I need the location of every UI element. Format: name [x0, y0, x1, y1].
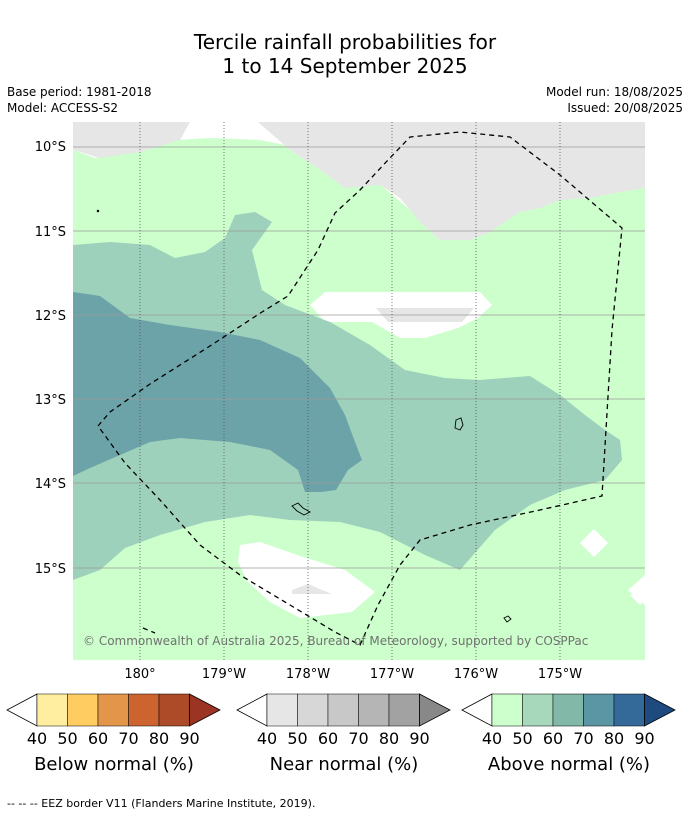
- near-normal-swatch-60: [327, 693, 359, 727]
- lat-label-12s: 12°S: [35, 309, 66, 324]
- chart-title: Tercile rainfall probabilities for 1 to …: [0, 30, 690, 78]
- above-normal-swatch-60: [552, 693, 584, 727]
- below-normal-title: Below normal (%): [34, 754, 194, 775]
- near-normal-swatch-70: [358, 693, 390, 727]
- below-normal-swatch-40: [36, 693, 68, 727]
- island-taveuni: [454, 417, 464, 431]
- below-normal-swatch-70: [128, 693, 160, 727]
- island-south-islet: [503, 615, 512, 623]
- above-normal-swatch-40: [491, 693, 523, 727]
- below-normal-swatch-60: [97, 693, 129, 727]
- below-normal-tick-50: 50: [57, 729, 77, 748]
- meta-right: Model run: 18/08/2025 Issued: 20/08/2025: [546, 84, 683, 116]
- lat-label-15s: 15°S: [35, 562, 66, 577]
- lat-label-14s: 14°S: [35, 477, 66, 492]
- colorbar-near-normal: 40 50 60 70 80 90 Near normal (%): [236, 693, 451, 775]
- no-signal-patch-south: [238, 542, 375, 618]
- map-figure: 10°S 11°S 12°S 13°S 14°S 15°S 180° 179°W…: [6, 122, 676, 775]
- below-normal-under-triangle: [6, 693, 38, 727]
- map-area: [73, 122, 645, 660]
- no-signal-corner-se: [628, 575, 645, 605]
- near-normal-tick-40: 40: [257, 729, 277, 748]
- below-normal-tick-60: 60: [88, 729, 108, 748]
- island-north-islet: [96, 209, 100, 213]
- longitude-labels: 180° 179°W 178°W 177°W 176°W 175°W: [124, 667, 582, 682]
- lon-label-175w: 175°W: [538, 667, 582, 682]
- near-normal-tick-90: 90: [409, 729, 429, 748]
- above-normal-title: Above normal (%): [488, 754, 650, 775]
- above-normal-swatch-70: [583, 693, 615, 727]
- title-line-2: 1 to 14 September 2025: [222, 54, 468, 78]
- near-normal-tick-50: 50: [287, 729, 307, 748]
- above-normal-60-70-region: [73, 292, 362, 492]
- below-normal-tick-40: 40: [27, 729, 47, 748]
- lon-label-178w: 178°W: [286, 667, 330, 682]
- above-normal-tick-90: 90: [634, 729, 654, 748]
- meta-left: Base period: 1981-2018 Model: ACCESS-S2: [7, 84, 152, 116]
- lat-gridlines: [73, 146, 645, 569]
- below-normal-tick-80: 80: [149, 729, 169, 748]
- near-normal-under-triangle: [236, 693, 268, 727]
- above-normal-under-triangle: [461, 693, 493, 727]
- eez-footnote: -- -- -- EEZ border V11 (Flanders Marine…: [7, 797, 316, 810]
- above-normal-swatch-50: [522, 693, 554, 727]
- above-normal-tick-60: 60: [543, 729, 563, 748]
- above-normal-tick-40: 40: [482, 729, 502, 748]
- near-normal-over-triangle: [419, 693, 451, 727]
- near-normal-tick-80: 80: [379, 729, 399, 748]
- colorbar-above-normal: 40 50 60 70 80 90 Above normal (%): [461, 693, 676, 775]
- colorbar-below-normal: 40 50 60 70 80 90 Below normal (%): [6, 693, 221, 775]
- above-normal-swatch-80: [613, 693, 645, 727]
- no-signal-diamond: [580, 529, 608, 557]
- title-line-1: Tercile rainfall probabilities for: [193, 30, 497, 54]
- issued-date: Issued: 20/08/2025: [567, 101, 683, 115]
- below-normal-swatch-80: [158, 693, 190, 727]
- near-normal-swatch-40: [266, 693, 298, 727]
- near-normal-region-northeast: [258, 122, 645, 240]
- above-normal-tick-50: 50: [512, 729, 532, 748]
- below-normal-over-triangle: [189, 693, 221, 727]
- model-name: Model: ACCESS-S2: [7, 101, 119, 115]
- island-kadavu: [291, 502, 311, 516]
- latitude-labels: 10°S 11°S 12°S 13°S 14°S 15°S: [35, 140, 66, 577]
- above-normal-over-triangle: [644, 693, 676, 727]
- lat-label-11s: 11°S: [35, 225, 66, 240]
- above-normal-tick-70: 70: [573, 729, 593, 748]
- near-normal-tick-70: 70: [348, 729, 368, 748]
- above-normal-tick-80: 80: [604, 729, 624, 748]
- above-normal-50-60-region: [73, 212, 622, 580]
- lon-label-177w: 177°W: [370, 667, 414, 682]
- near-normal-title: Near normal (%): [270, 754, 419, 775]
- near-normal-tick-60: 60: [318, 729, 338, 748]
- below-normal-tick-90: 90: [179, 729, 199, 748]
- near-normal-region-north: [73, 122, 190, 158]
- near-normal-swatch-50: [297, 693, 329, 727]
- near-normal-patch-south: [292, 584, 332, 594]
- below-normal-tick-70: 70: [118, 729, 138, 748]
- lon-label-176w: 176°W: [454, 667, 498, 682]
- copyright-notice: © Commonwealth of Australia 2025, Bureau…: [83, 634, 588, 648]
- model-run: Model run: 18/08/2025: [545, 85, 683, 99]
- eez-border-fragment: [142, 627, 156, 634]
- base-period: Base period: 1981-2018: [7, 85, 152, 99]
- lat-label-10s: 10°S: [35, 140, 66, 155]
- islands: [96, 209, 512, 623]
- below-normal-swatch-50: [67, 693, 99, 727]
- near-normal-swatch-80: [388, 693, 420, 727]
- lon-label-179w: 179°W: [202, 667, 246, 682]
- eez-border: [97, 131, 623, 646]
- lat-label-13s: 13°S: [35, 393, 66, 408]
- lon-label-180: 180°: [124, 667, 155, 682]
